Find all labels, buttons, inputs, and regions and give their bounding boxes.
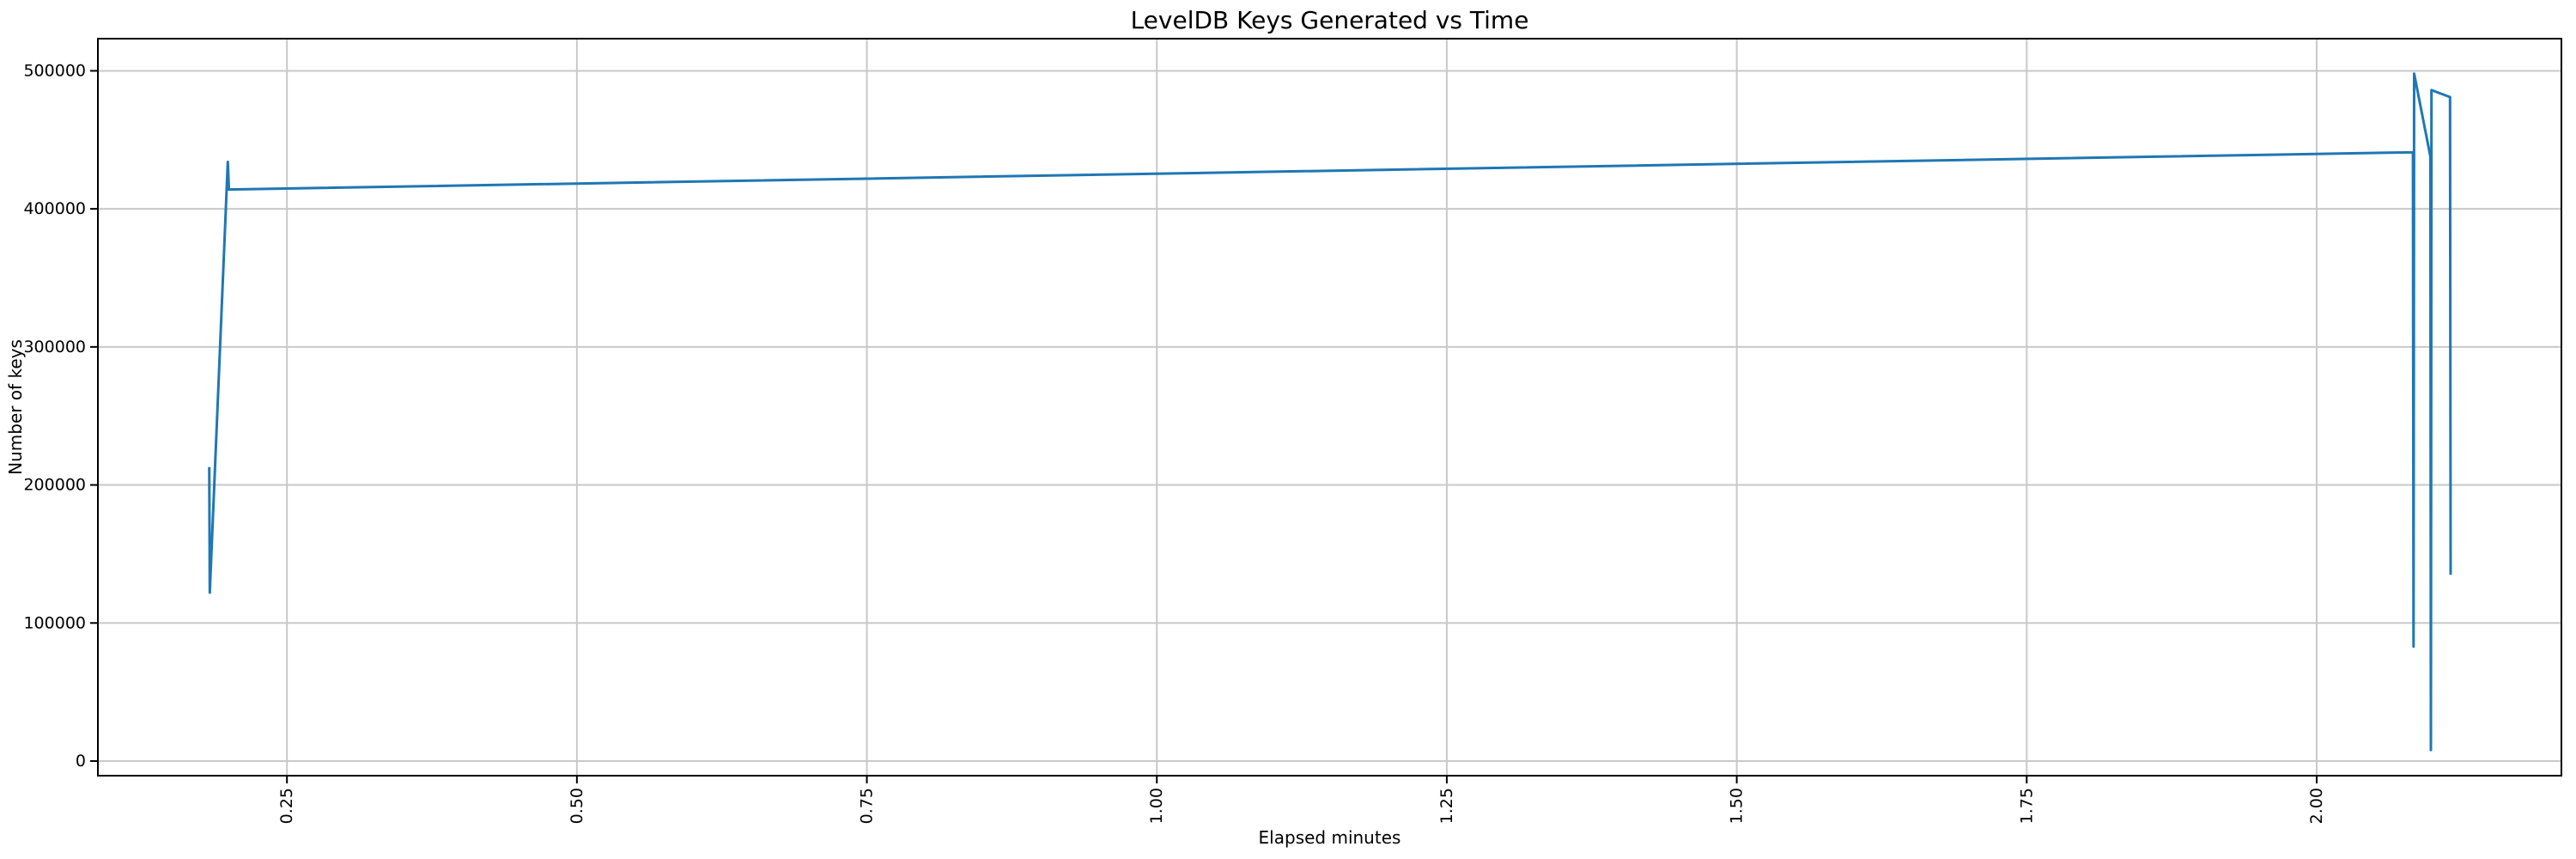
x-tick-label: 0.75 — [858, 788, 877, 824]
y-tick-label: 400000 — [23, 199, 86, 218]
x-tick-label: 1.25 — [1437, 788, 1456, 824]
y-tick-label: 500000 — [23, 61, 86, 80]
axis-ticks — [90, 70, 2318, 783]
y-tick-label: 0 — [76, 752, 86, 771]
y-tick-label: 100000 — [23, 613, 86, 632]
y-axis-label: Number of keys — [5, 339, 26, 475]
gridlines — [98, 39, 2561, 776]
x-tick-label: 0.50 — [568, 788, 586, 824]
x-tick-label: 1.75 — [2017, 788, 2036, 824]
x-tick-label: 1.50 — [1728, 788, 1747, 824]
y-tick-label: 200000 — [23, 476, 86, 495]
x-tick-label: 2.00 — [2307, 788, 2326, 824]
y-tick-label: 300000 — [23, 338, 86, 356]
x-tick-label: 1.00 — [1147, 788, 1166, 824]
x-tick-label: 0.25 — [277, 788, 296, 824]
plot-border — [97, 38, 2562, 777]
tick-labels: 0.25 0.50 0.75 1.00 1.25 1.50 1.75 2.00 0 100000 2… — [23, 61, 2326, 824]
data-line — [208, 72, 2452, 752]
chart-title: LevelDB Keys Generated vs Time — [1131, 6, 1529, 34]
x-axis-label: Elapsed minutes — [1259, 827, 1401, 848]
data-series — [208, 72, 2452, 752]
